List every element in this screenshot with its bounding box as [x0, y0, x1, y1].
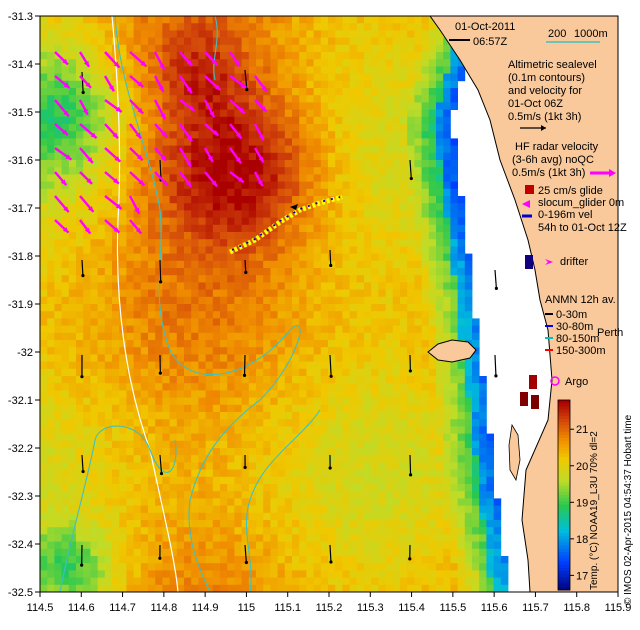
- y-tick-label: -31.7: [8, 203, 33, 215]
- anmn-depth-4: 150-300m: [556, 345, 606, 357]
- y-tick-label: -32.3: [8, 491, 33, 503]
- y-axis-ticks: -31.3 -31.4 -31.5 -31.6 -31.7 -31.8 -31.9 -32 -3…: [8, 11, 40, 599]
- y-tick-label: -31.4: [8, 59, 33, 71]
- coastline: [429, 16, 618, 592]
- colorbar-tick-label: 21: [576, 424, 588, 436]
- colorbar: [558, 400, 570, 591]
- glider-key-swatch: [525, 185, 534, 194]
- y-tick-label: -31.3: [8, 11, 33, 23]
- glider-key-triangle: [522, 200, 530, 208]
- glider-line-3: 0-196m vel: [538, 209, 592, 221]
- anmn-depth-2: 30-80m: [556, 321, 593, 333]
- hf-radar-arrows: [54, 51, 268, 235]
- altimetric-line-3: and velocity for: [508, 85, 582, 97]
- sst-raster: [40, 16, 509, 592]
- x-tick-label: 115.8: [563, 602, 590, 614]
- colorbar-tick-label: 17: [576, 570, 588, 582]
- glider-line-2: slocum_glider 0m: [538, 197, 624, 209]
- altimetric-line-2: (0.1m contours): [508, 72, 585, 84]
- credit-text: © IMOS 02-Apr-2015 04:54:37 Hobart time: [623, 414, 634, 605]
- anmn-depth-1: 0-30m: [556, 309, 587, 321]
- y-tick-label: -31.6: [8, 155, 33, 167]
- bathymetry-contours: [59, 16, 321, 592]
- glider-line-1: 25 cm/s glide: [538, 185, 603, 197]
- x-tick-label: 115.1: [274, 602, 301, 614]
- depth-label: 1000m: [574, 28, 608, 40]
- x-tick-label: 115.9: [605, 602, 632, 614]
- colorbar-tick-label: 19: [576, 497, 588, 509]
- land-mask: [427, 16, 618, 592]
- altimetry-arrow-key-head: [541, 125, 546, 131]
- x-tick-label: 114.8: [150, 602, 177, 614]
- altimetric-line-4: 01-Oct 06Z: [508, 98, 563, 110]
- x-tick-label: 115.3: [357, 602, 384, 614]
- perth-label: Perth: [597, 327, 623, 339]
- y-tick-label: -32.5: [8, 587, 33, 599]
- map-time: 06:57Z: [473, 36, 508, 48]
- anmn-depth-3: 80-150m: [556, 333, 599, 345]
- argo-label: Argo: [565, 376, 588, 388]
- x-tick-label: 115.4: [398, 602, 425, 614]
- hf-line-2: (3-6h avg) noQC: [512, 154, 594, 166]
- x-tick-label: 114.7: [109, 602, 136, 614]
- y-tick-label: -32.2: [8, 443, 33, 455]
- drifter-key-arrow: [545, 259, 553, 265]
- x-axis-ticks: 114.5 114.6 114.7 114.8 114.9 115 115.1 115.2 11…: [27, 592, 632, 614]
- rottnest-island: [427, 339, 477, 363]
- colorbar-tick-label: 18: [576, 534, 588, 546]
- x-tick-label: 115.7: [522, 602, 549, 614]
- x-tick-label: 114.9: [192, 602, 219, 614]
- colorbar-frame: [557, 399, 571, 591]
- altimetry-arrows: [80, 69, 498, 567]
- hf-line-3: 0.5m/s (1kt 3h): [512, 167, 585, 179]
- x-tick-label: 114.5: [27, 602, 54, 614]
- argo-key-symbol: [550, 376, 560, 386]
- y-tick-label: -31.8: [8, 251, 33, 263]
- hf-line-1: HF radar velocity: [515, 141, 599, 153]
- x-tick-label: 115: [238, 602, 256, 614]
- y-tick-label: -32.4: [8, 539, 33, 551]
- colorbar-tick-label: 20: [576, 461, 588, 473]
- glider-track: [228, 194, 343, 255]
- scale-label: 200: [548, 28, 566, 40]
- hf-arrow-key-head: [609, 169, 616, 177]
- y-tick-label: -31.5: [8, 107, 33, 119]
- x-tick-label: 114.6: [68, 602, 95, 614]
- y-tick-label: -32: [17, 347, 33, 359]
- x-tick-label: 115.2: [316, 602, 343, 614]
- colorbar-ticks: 21 20 19 18 17: [570, 424, 588, 582]
- y-tick-label: -32.1: [8, 395, 33, 407]
- anmn-title: ANMN 12h av.: [545, 294, 616, 306]
- x-tick-label: 115.6: [481, 602, 508, 614]
- x-tick-label: 115.5: [439, 602, 466, 614]
- map-date: 01-Oct-2011: [455, 21, 515, 33]
- drifter-label: drifter: [560, 256, 588, 268]
- garden-island: [508, 423, 521, 482]
- colorbar-label: Temp. (°C) NOAA19_L3U 70% dl=2: [589, 431, 600, 590]
- altimetric-line-5: 0.5m/s (1kt 3h): [508, 111, 581, 123]
- y-tick-label: -31.9: [8, 299, 33, 311]
- altimetric-line-1: Altimetric sealevel: [508, 59, 597, 71]
- glider-line-4: 54h to 01-Oct 12Z: [538, 222, 627, 234]
